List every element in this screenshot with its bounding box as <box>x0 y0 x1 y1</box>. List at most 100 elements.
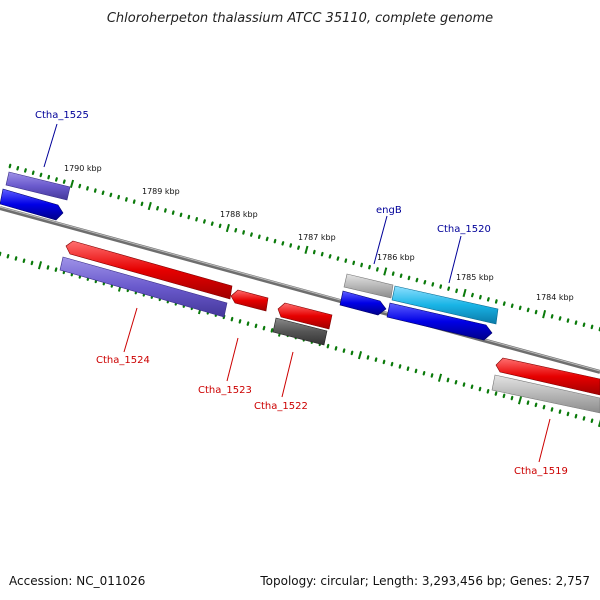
outer-minor-tick <box>265 236 269 242</box>
gene-ctha-1520-blue-feature[interactable] <box>386 302 493 341</box>
gene-label-ctha-1525[interactable]: Ctha_1525 <box>35 110 89 121</box>
outer-minor-tick <box>582 322 586 327</box>
inner-minor-tick <box>462 382 466 387</box>
inner-major-tick <box>37 261 43 270</box>
inner-minor-tick <box>582 416 586 421</box>
inner-major-tick <box>597 419 600 428</box>
outer-minor-tick <box>550 314 554 319</box>
gene-label-ctha-1523[interactable]: Ctha_1523 <box>198 385 252 396</box>
outer-minor-tick <box>39 172 43 178</box>
outer-minor-tick <box>526 307 530 313</box>
inner-minor-tick <box>326 343 330 349</box>
leader-ctha-1523 <box>226 337 239 382</box>
outer-minor-tick <box>62 179 66 184</box>
outer-minor-tick <box>439 284 443 289</box>
outer-major-tick <box>304 245 309 254</box>
gene-label-ctha-1519[interactable]: Ctha_1519 <box>514 466 568 477</box>
map-title: Chloroherpeton thalassium ATCC 35110, co… <box>107 11 493 26</box>
inner-minor-tick <box>566 411 570 417</box>
gene-blue-left-feature[interactable] <box>0 188 64 221</box>
outer-minor-tick <box>117 194 121 200</box>
outer-minor-tick <box>431 282 435 287</box>
inner-minor-tick <box>558 409 562 414</box>
gene-label-ctha-1520[interactable]: Ctha_1520 <box>437 224 491 235</box>
gene-ctha-1520-feature[interactable] <box>391 285 499 325</box>
outer-minor-tick <box>415 277 419 283</box>
scale-label-1790: 1790 kbp <box>64 164 102 173</box>
outer-minor-tick <box>109 192 113 198</box>
leader-ctha-1525 <box>43 123 58 168</box>
outer-minor-tick <box>423 280 427 285</box>
inner-minor-tick <box>246 321 250 326</box>
inner-minor-tick <box>542 404 546 410</box>
outer-minor-tick <box>24 168 27 173</box>
outer-minor-tick <box>132 199 136 204</box>
leader-ctha-1522 <box>281 351 294 398</box>
inner-minor-tick <box>22 258 26 263</box>
outer-minor-tick <box>471 292 474 298</box>
gene-label-ctha-1524[interactable]: Ctha_1524 <box>96 355 150 366</box>
outer-minor-tick <box>502 301 506 306</box>
outer-minor-tick <box>218 223 222 229</box>
outer-minor-tick <box>574 320 578 325</box>
inner-minor-tick <box>454 380 458 385</box>
scale-label-1785: 1785 kbp <box>456 273 494 282</box>
inner-minor-tick <box>382 359 386 365</box>
gene-ctha-1524-feature[interactable] <box>59 256 228 318</box>
outer-minor-tick <box>93 188 97 193</box>
outer-minor-tick <box>124 197 128 202</box>
gene-ctha-1522-red-feature[interactable] <box>277 302 333 330</box>
inner-minor-tick <box>262 325 266 331</box>
gene-ctha-1522-feature[interactable] <box>272 317 328 346</box>
outer-minor-tick <box>534 309 538 315</box>
gene-ctha-1525-feature[interactable] <box>5 171 71 201</box>
outer-minor-tick <box>399 273 403 278</box>
outer-minor-tick <box>31 170 35 175</box>
outer-minor-tick <box>86 186 89 191</box>
outer-minor-tick <box>344 258 348 263</box>
inner-minor-tick <box>414 368 418 374</box>
inner-minor-tick <box>470 384 474 389</box>
scale-label-1786: 1786 kbp <box>377 253 415 262</box>
inner-minor-tick <box>526 400 530 405</box>
outer-minor-tick <box>352 260 356 266</box>
outer-minor-tick <box>156 206 159 211</box>
gene-ctha-1519-red-feature[interactable] <box>495 357 600 396</box>
genome-backbone-highlight <box>0 206 600 372</box>
outer-major-tick <box>462 288 467 298</box>
inner-minor-tick <box>390 361 394 367</box>
leader-engb <box>373 215 388 265</box>
outer-minor-tick <box>486 297 490 302</box>
outer-minor-tick <box>360 262 363 268</box>
outer-minor-tick <box>16 166 20 171</box>
outer-minor-tick <box>510 303 514 308</box>
scale-label-1784: 1784 kbp <box>536 293 574 302</box>
gene-engb-blue-feature[interactable] <box>339 290 387 316</box>
outer-tick-track <box>8 163 600 332</box>
inner-minor-tick <box>46 265 50 270</box>
outer-minor-tick <box>273 238 277 244</box>
inner-minor-tick <box>30 260 34 266</box>
outer-minor-tick <box>368 264 371 270</box>
outer-minor-tick <box>195 217 198 222</box>
outer-minor-tick <box>590 324 594 330</box>
inner-minor-tick <box>494 391 498 396</box>
outer-minor-tick <box>203 219 206 224</box>
inner-minor-tick <box>350 350 354 356</box>
genome-backbone <box>0 206 600 374</box>
gene-ctha-1519-feature[interactable] <box>491 374 600 414</box>
inner-major-tick <box>517 396 523 405</box>
inner-minor-tick <box>14 256 18 261</box>
inner-minor-tick <box>254 323 258 329</box>
accession-text: Accession: NC_011026 <box>9 574 146 588</box>
outer-minor-tick <box>558 316 562 321</box>
gene-label-ctha-1522[interactable]: Ctha_1522 <box>254 401 308 412</box>
outer-minor-tick <box>234 228 238 233</box>
gene-ctha-1524-red-feature[interactable] <box>65 240 233 300</box>
gene-label-engb[interactable]: engB <box>376 205 402 216</box>
gene-ctha-1523-feature[interactable] <box>230 289 269 312</box>
gene-engb-feature[interactable] <box>343 273 394 299</box>
outer-minor-tick <box>328 254 332 259</box>
outer-major-tick <box>69 179 75 188</box>
inner-minor-tick <box>270 328 274 333</box>
